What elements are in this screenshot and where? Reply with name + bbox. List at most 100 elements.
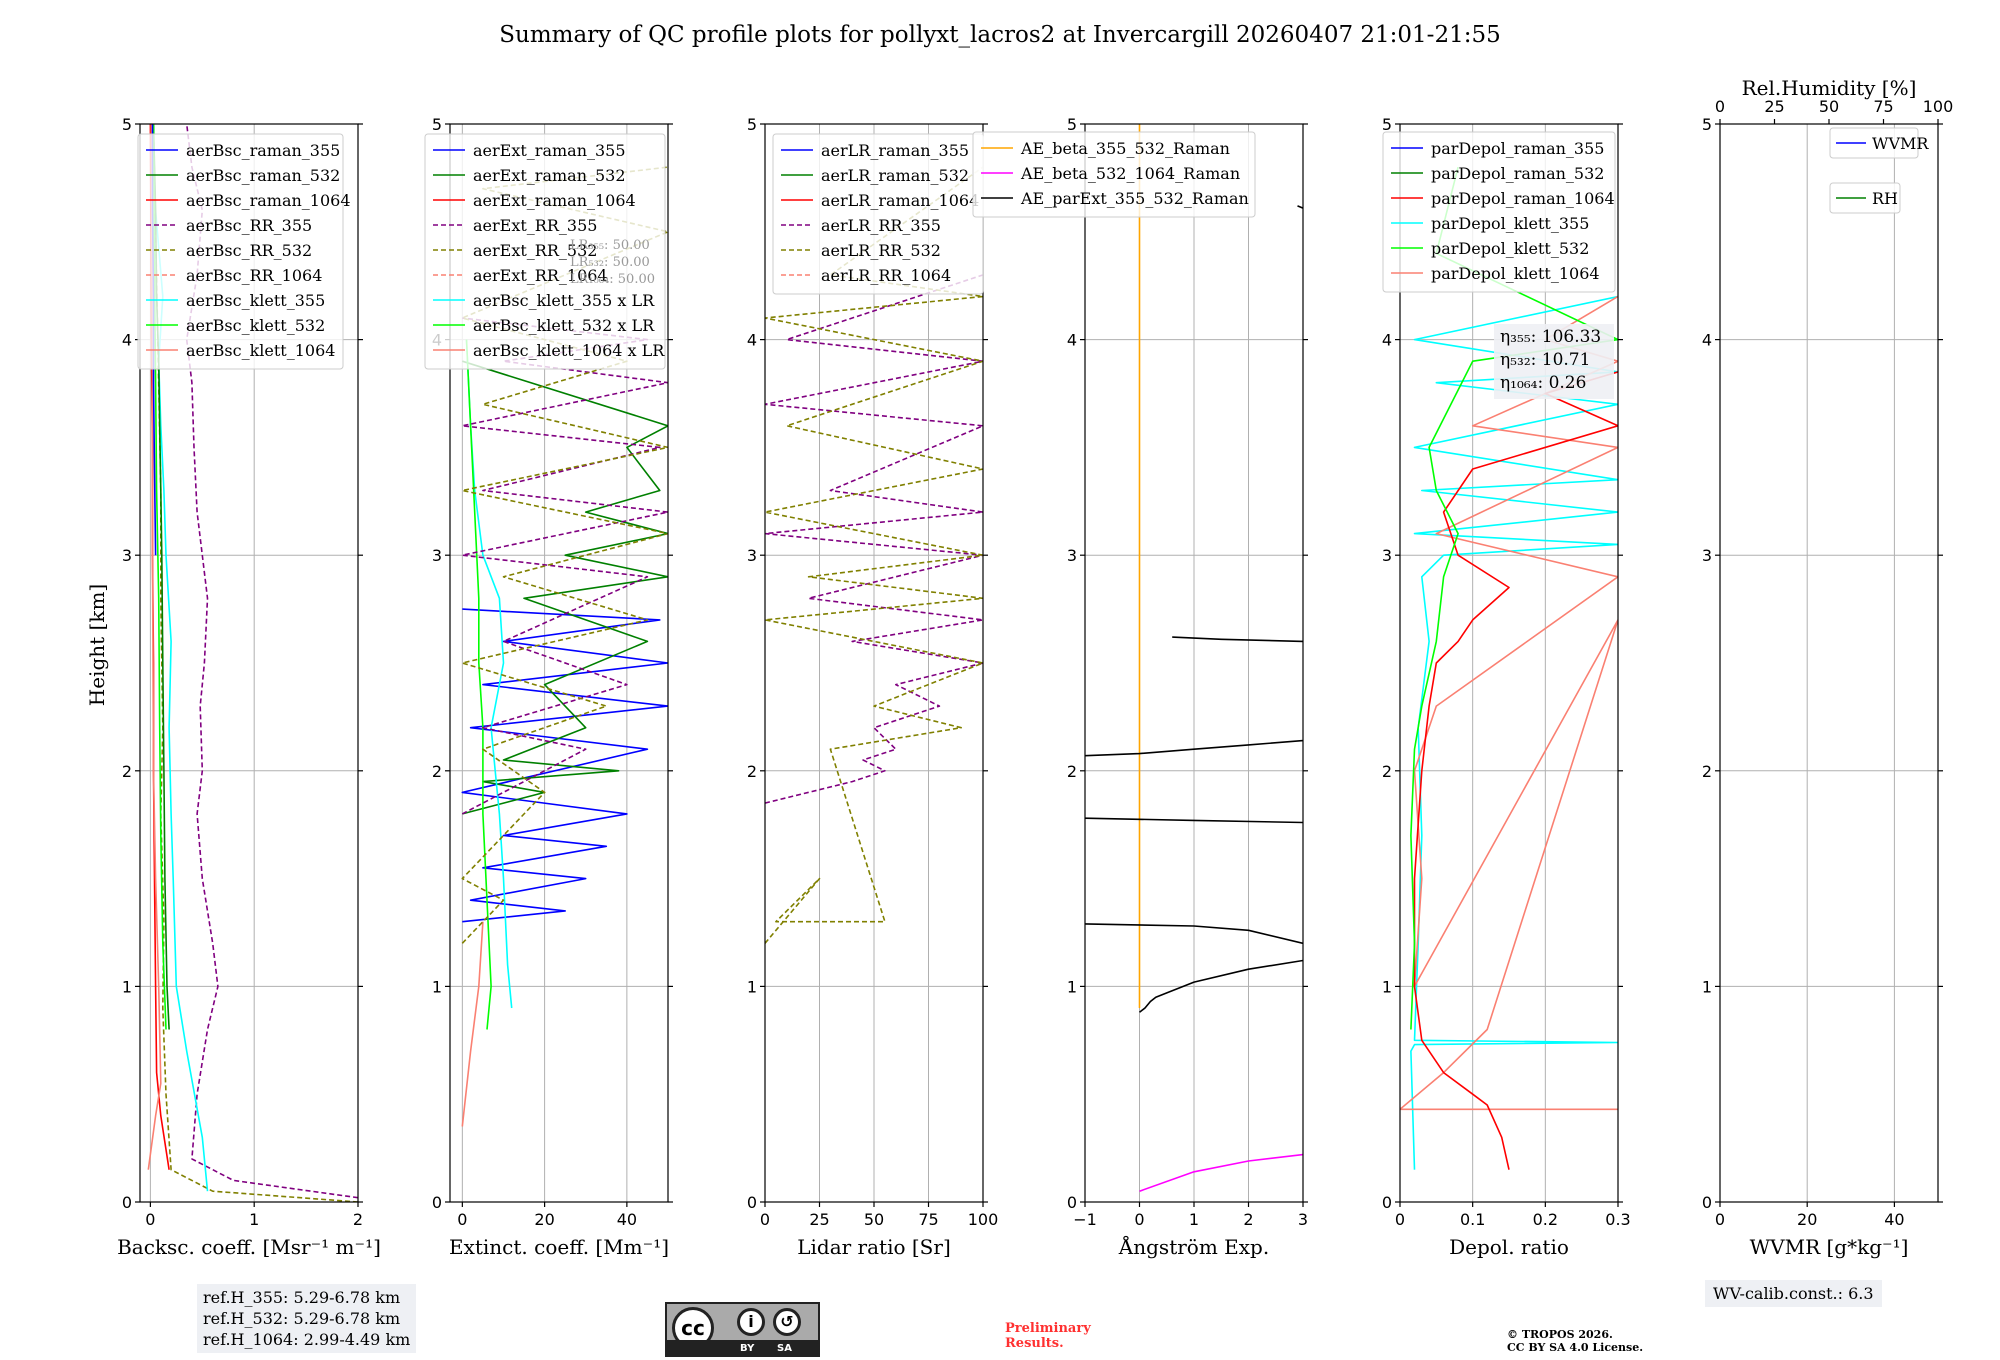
y-tick-label: 5: [747, 115, 757, 134]
legend-label: aerLR_raman_355: [821, 141, 969, 160]
annotation-text: η₃₅₅: 106.33: [1500, 327, 1601, 347]
y-tick-label: 0: [122, 1193, 132, 1212]
y-tick-label: 2: [432, 762, 442, 781]
x-tick-label: 20: [534, 1210, 554, 1229]
y-tick-label: 5: [122, 115, 132, 134]
y-tick-label: 4: [1702, 331, 1712, 350]
x-tick-label: −1: [1073, 1210, 1097, 1229]
x-tick-label: 0.3: [1605, 1210, 1630, 1229]
legend-label: aerLR_RR_1064: [821, 266, 951, 285]
legend-label: aerBsc_klett_1064: [186, 341, 335, 360]
y-tick-label: 0: [1702, 1193, 1712, 1212]
legend-label: aerBsc_raman_532: [186, 166, 340, 185]
license-badge: cc i ↺ BY SA: [665, 1302, 820, 1357]
y-tick-label: 2: [1702, 762, 1712, 781]
x-tick-label: 2: [1243, 1210, 1253, 1229]
preliminary-line-1: Preliminary: [1005, 1321, 1091, 1336]
x-tick-label: 0: [1715, 1210, 1725, 1229]
y-tick-label: 0: [432, 1193, 442, 1212]
top-x-tick-label: 0: [1715, 97, 1725, 116]
x-tick-label: 1: [249, 1210, 259, 1229]
y-tick-label: 3: [432, 546, 442, 565]
legend-label: parDepol_klett_355: [1431, 214, 1589, 233]
legend-box: [137, 133, 344, 370]
series-line-ae-beta-532-1064-raman: [1139, 1153, 1303, 1192]
y-tick-label: 4: [1382, 331, 1392, 350]
x-tick-label: 2: [353, 1210, 363, 1229]
legend-label: aerBsc_klett_355 x LR: [473, 291, 655, 310]
legend-box: [424, 133, 666, 370]
x-tick-label: 0.2: [1533, 1210, 1558, 1229]
legend-label: parDepol_raman_355: [1431, 139, 1604, 158]
legend-label: aerExt_RR_355: [473, 216, 597, 235]
top-x-tick-label: 50: [1819, 97, 1839, 116]
annotation-text: η₅₃₂: 10.71: [1500, 350, 1590, 370]
legend-label: AE_parExt_355_532_Raman: [1020, 189, 1249, 208]
x-tick-label: 0: [1395, 1210, 1405, 1229]
legend-label: AE_beta_532_1064_Raman: [1020, 164, 1240, 183]
legend-label: parDepol_klett_532: [1431, 239, 1589, 258]
series-group: [1085, 124, 1303, 1192]
y-tick-label: 4: [747, 331, 757, 350]
y-tick-label: 4: [1067, 331, 1077, 350]
copyright-note: © TROPOS 2026. CC BY SA 4.0 License.: [1507, 1328, 1643, 1354]
series-line-ae-parext-355-532-raman: [1139, 959, 1303, 1013]
x-tick-label: 0.1: [1460, 1210, 1485, 1229]
annotation-box: [1494, 324, 1614, 399]
series-line-ae-parext-355-532-raman: [1172, 636, 1303, 643]
y-tick-label: 1: [1702, 977, 1712, 996]
top-axis-label: Rel.Humidity [%]: [1742, 76, 1917, 100]
legend-label: aerLR_raman_532: [821, 166, 969, 185]
x-tick-label: 100: [968, 1210, 999, 1229]
series-line-ae-parext-355-532-raman: [1085, 923, 1303, 945]
y-axis-label: Height [km]: [85, 584, 109, 706]
series-line-aerext-raman-532: [462, 360, 668, 815]
attribution-icon: i: [737, 1308, 765, 1336]
legend-label: WVMR: [1872, 134, 1929, 153]
x-tick-label: 75: [918, 1210, 938, 1229]
x-axis-label: Ångström Exp.: [1118, 1234, 1269, 1259]
axes-frame: [139, 123, 359, 1203]
top-x-tick-label: 100: [1923, 97, 1954, 116]
y-tick-label: 1: [432, 977, 442, 996]
license-by-text: BY: [740, 1343, 755, 1354]
y-tick-label: 2: [1067, 762, 1077, 781]
series-line-aerbsc-klett-355-x-lr: [465, 339, 513, 1009]
legend-label: aerBsc_klett_355: [186, 291, 325, 310]
legend-label: aerExt_raman_355: [473, 141, 626, 160]
legend-label: aerExt_raman_532: [473, 166, 626, 185]
top-x-tick-label: 75: [1873, 97, 1893, 116]
legend-label: aerBsc_RR_1064: [186, 266, 322, 285]
annotation-text: LR₅₃₂: 50.00: [570, 255, 650, 270]
series-line-ae-parext-355-532-raman: [1085, 739, 1303, 757]
y-tick-label: 0: [1067, 1193, 1077, 1212]
x-axis-label: Lidar ratio [Sr]: [797, 1235, 951, 1259]
preliminary-line-2: Results.: [1005, 1336, 1064, 1351]
series-line-pardepol-klett-1064: [1400, 295, 1618, 1111]
legend-label: aerBsc_raman_1064: [186, 191, 351, 210]
series-line-aerlr-rr-355: [765, 274, 983, 804]
x-axis-label: Extinct. coeff. [Mm⁻¹]: [449, 1235, 669, 1259]
panel-5: 0 1 2 3 4 5 0 0.1 0.2 0.3 Depol. ratio parDepol_ram…: [1382, 115, 1631, 1259]
legend-label: aerLR_RR_532: [821, 241, 941, 260]
legend-label: aerLR_raman_1064: [821, 191, 979, 210]
legend-label: aerExt_RR_532: [473, 241, 597, 260]
y-tick-label: 0: [1382, 1193, 1392, 1212]
x-tick-label: 1: [1189, 1210, 1199, 1229]
x-tick-label: 50: [864, 1210, 884, 1229]
legend-label: aerLR_RR_355: [821, 216, 941, 235]
legend-label: aerBsc_klett_1064 x LR: [473, 341, 665, 360]
annotation-text: η₁₀₆₄: 0.26: [1500, 373, 1586, 393]
y-tick-label: 3: [1067, 546, 1077, 565]
x-tick-label: 3: [1298, 1210, 1308, 1229]
x-tick-label: 0: [1134, 1210, 1144, 1229]
y-tick-label: 1: [122, 977, 132, 996]
ref-height-1064: ref.H_1064: 2.99-4.49 km: [203, 1330, 411, 1349]
annotation-text: LR₃₅₅: 50.00: [570, 238, 650, 253]
top-x-tick-label: 25: [1764, 97, 1784, 116]
series-line-aerbsc-rr-355: [185, 124, 358, 1199]
